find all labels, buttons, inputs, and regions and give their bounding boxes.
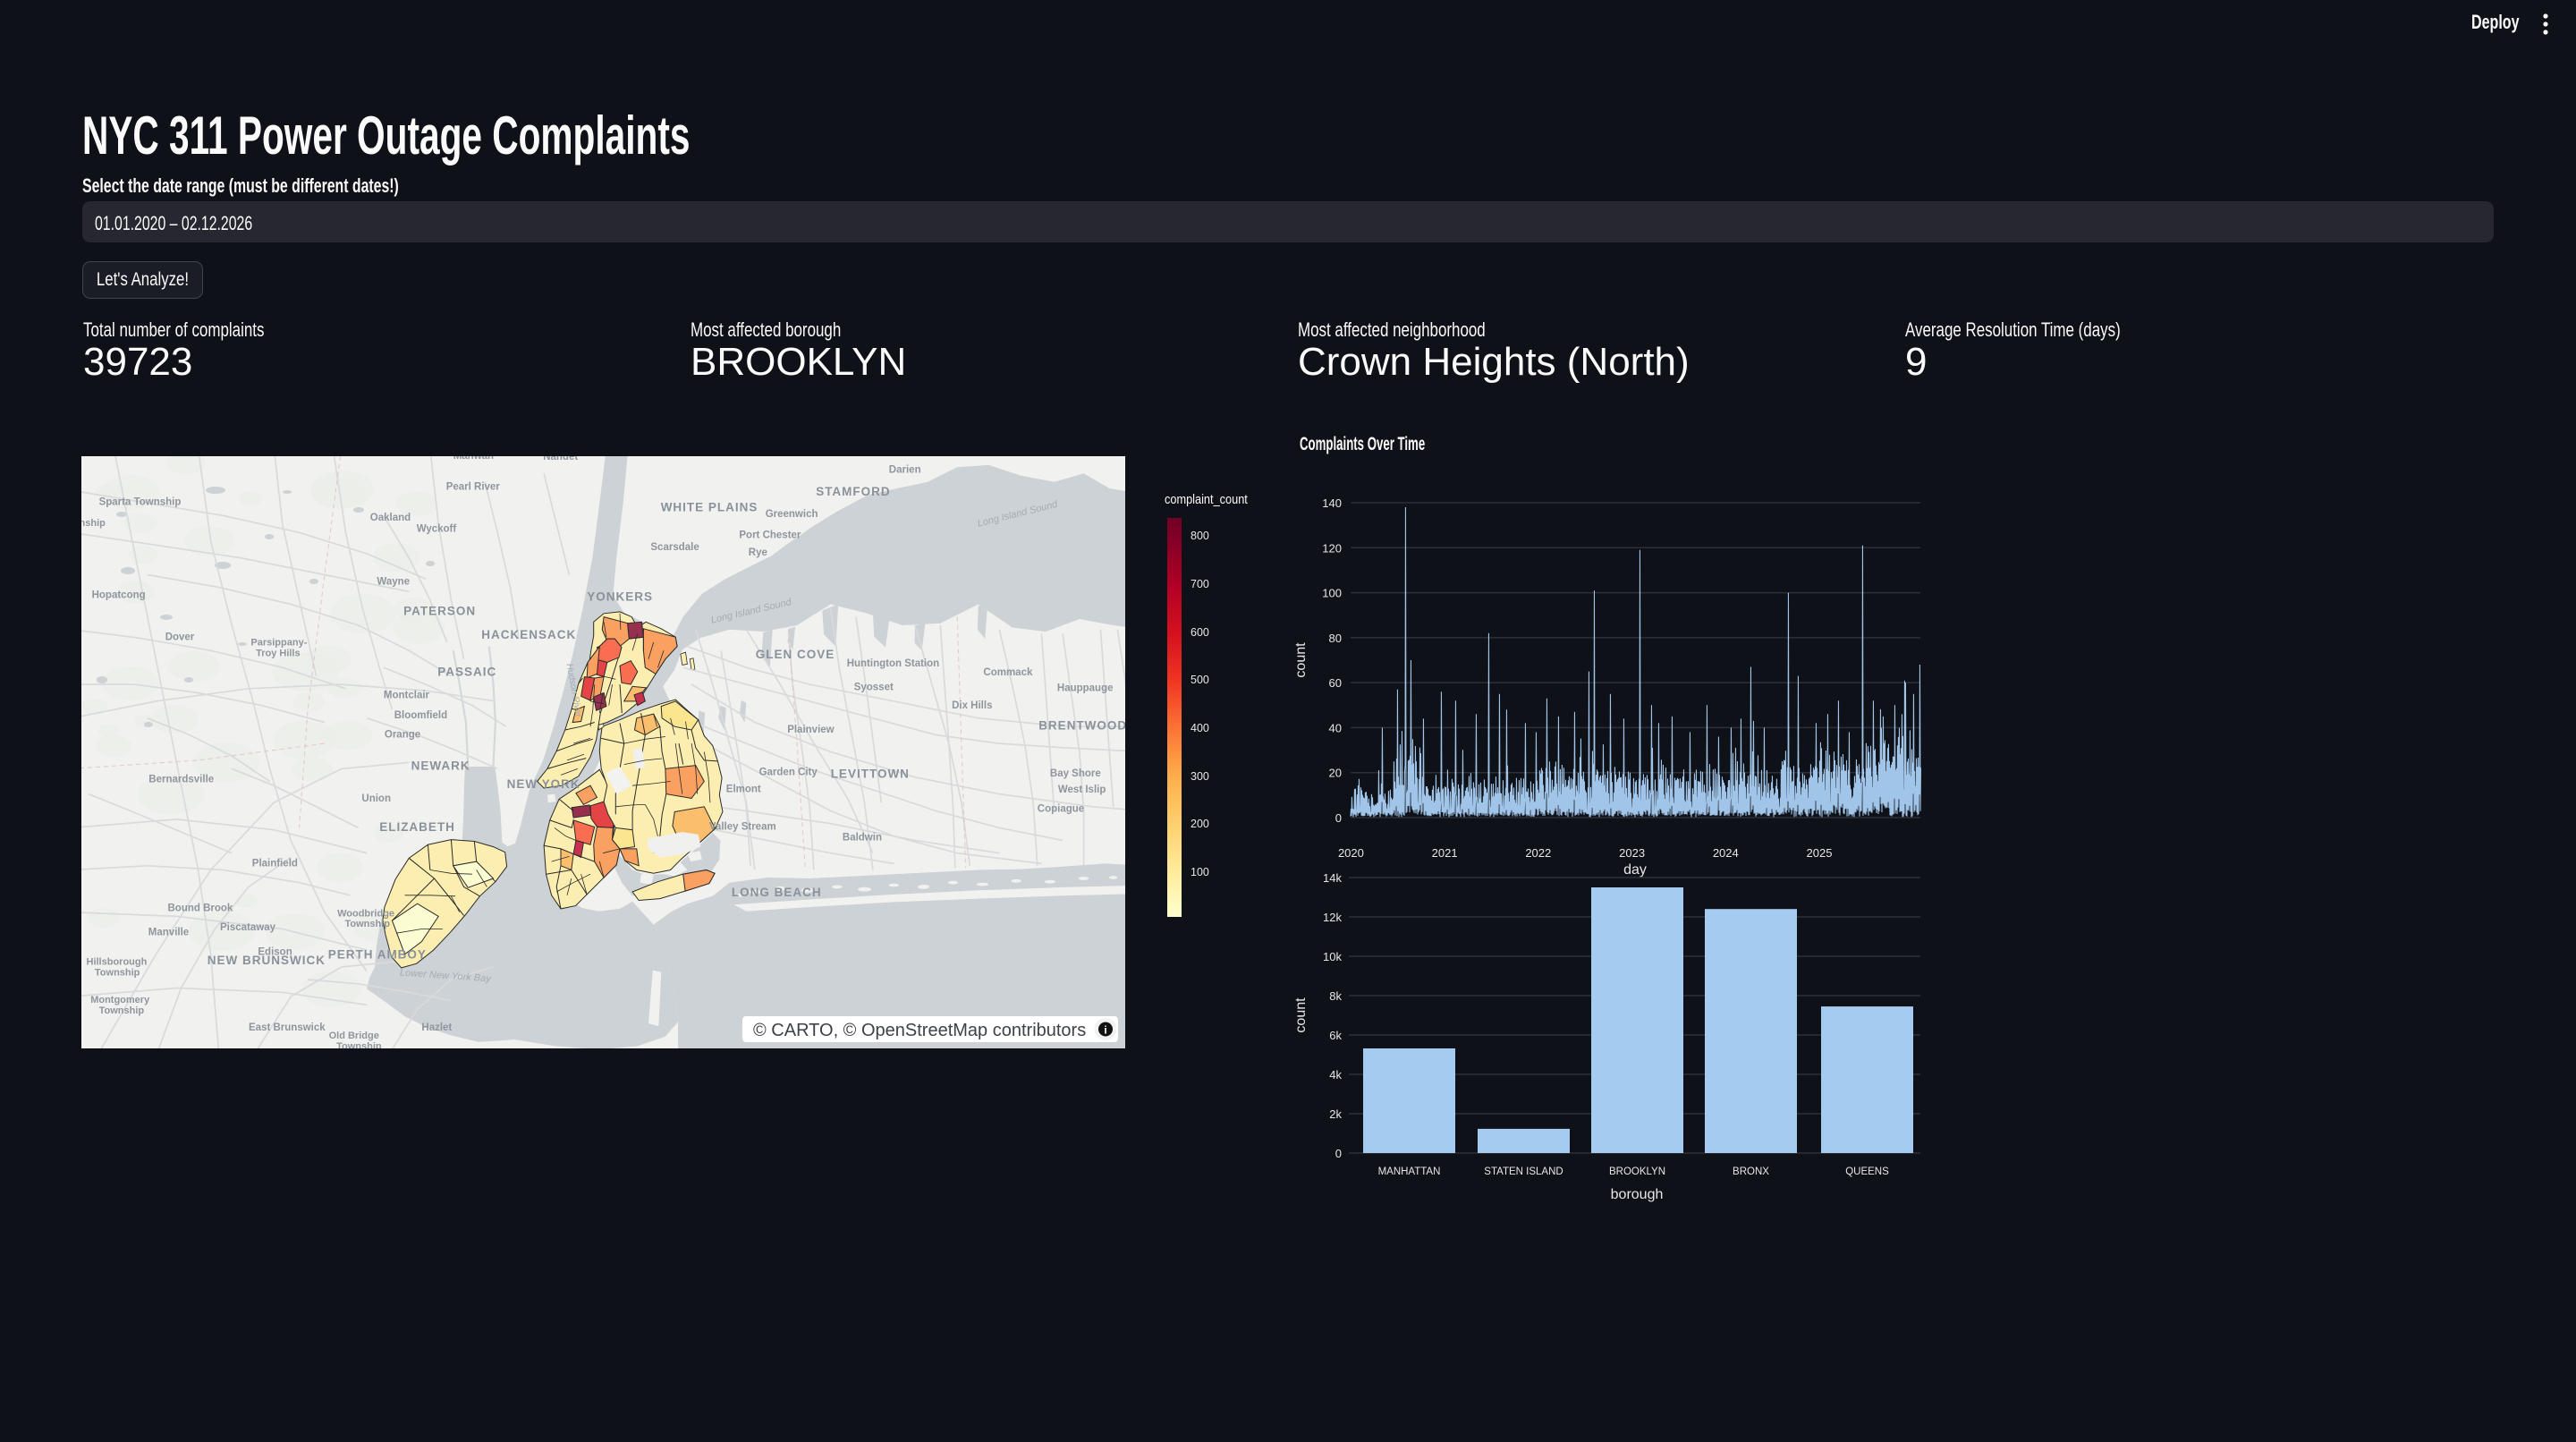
svg-text:Syosset: Syosset bbox=[854, 683, 894, 693]
svg-text:HACKENSACK: HACKENSACK bbox=[481, 628, 576, 641]
svg-text:i: i bbox=[1104, 1024, 1106, 1037]
svg-text:2025: 2025 bbox=[1807, 846, 1833, 860]
svg-text:Elmont: Elmont bbox=[726, 784, 761, 794]
svg-text:Township: Township bbox=[336, 1041, 382, 1048]
svg-text:Greenwich: Greenwich bbox=[766, 509, 818, 520]
svg-text:Bernardsville: Bernardsville bbox=[148, 774, 214, 785]
svg-text:2k: 2k bbox=[1329, 1107, 1342, 1121]
svg-text:count: count bbox=[1293, 642, 1309, 678]
svg-text:Sparta Township: Sparta Township bbox=[99, 497, 182, 508]
svg-text:Copiague: Copiague bbox=[1038, 804, 1084, 815]
svg-text:West Islip: West Islip bbox=[1058, 785, 1106, 795]
svg-text:Hazlet: Hazlet bbox=[421, 1022, 452, 1033]
svg-text:LEVITTOWN: LEVITTOWN bbox=[831, 768, 910, 781]
svg-text:Montclair: Montclair bbox=[384, 691, 430, 701]
svg-text:MANHATTAN: MANHATTAN bbox=[1378, 1166, 1441, 1177]
svg-text:PASSAIC: PASSAIC bbox=[437, 666, 496, 679]
svg-text:20: 20 bbox=[1329, 767, 1342, 780]
svg-text:2022: 2022 bbox=[1525, 846, 1551, 860]
svg-text:Valley Stream: Valley Stream bbox=[709, 822, 776, 833]
svg-text:NEWARK: NEWARK bbox=[411, 759, 470, 772]
svg-text:Huntington Station: Huntington Station bbox=[847, 658, 939, 669]
svg-text:2024: 2024 bbox=[1713, 846, 1739, 860]
svg-text:Union: Union bbox=[361, 793, 391, 804]
svg-text:Garden City: Garden City bbox=[759, 767, 818, 777]
svg-text:0: 0 bbox=[1335, 811, 1342, 825]
svg-text:2023: 2023 bbox=[1619, 846, 1645, 860]
svg-text:Nanuet: Nanuet bbox=[543, 456, 578, 462]
svg-text:STATEN ISLAND: STATEN ISLAND bbox=[1484, 1166, 1563, 1177]
svg-text:Township: Township bbox=[345, 919, 391, 929]
svg-text:60: 60 bbox=[1329, 676, 1342, 690]
svg-text:BRONX: BRONX bbox=[1733, 1166, 1769, 1177]
svg-text:2021: 2021 bbox=[1432, 846, 1458, 860]
svg-text:Township: Township bbox=[95, 967, 140, 978]
svg-text:LONG BEACH: LONG BEACH bbox=[732, 886, 822, 899]
svg-text:Rye: Rye bbox=[749, 547, 767, 558]
svg-text:Commack: Commack bbox=[983, 667, 1033, 678]
svg-text:Port Chester: Port Chester bbox=[739, 530, 801, 540]
svg-text:Edison: Edison bbox=[258, 946, 292, 957]
svg-text:Pearl River: Pearl River bbox=[446, 482, 501, 493]
svg-text:Hauppauge: Hauppauge bbox=[1057, 683, 1114, 694]
svg-text:Orange: Orange bbox=[385, 730, 420, 741]
svg-text:80: 80 bbox=[1329, 632, 1342, 645]
svg-text:12k: 12k bbox=[1323, 911, 1342, 924]
svg-text:Piscataway: Piscataway bbox=[220, 922, 276, 933]
svg-text:Mahwah: Mahwah bbox=[453, 456, 494, 462]
svg-text:Dix Hills: Dix Hills bbox=[952, 700, 992, 711]
svg-text:0: 0 bbox=[1335, 1147, 1342, 1160]
svg-text:Manville: Manville bbox=[148, 928, 189, 938]
svg-text:STAMFORD: STAMFORD bbox=[816, 485, 891, 498]
svg-text:QUEENS: QUEENS bbox=[1845, 1166, 1889, 1177]
svg-text:Troy Hills: Troy Hills bbox=[256, 649, 301, 659]
svg-text:4k: 4k bbox=[1329, 1068, 1342, 1082]
svg-text:Wayne: Wayne bbox=[377, 576, 410, 587]
svg-text:GLEN COVE: GLEN COVE bbox=[756, 648, 835, 661]
svg-text:Montgomery: Montgomery bbox=[90, 995, 150, 1005]
svg-text:Woodbridge: Woodbridge bbox=[337, 908, 394, 919]
svg-text:PERTH AMBOY: PERTH AMBOY bbox=[328, 948, 427, 962]
svg-text:wnship: wnship bbox=[81, 518, 106, 529]
svg-text:Hopatcong: Hopatcong bbox=[92, 590, 146, 600]
svg-text:6k: 6k bbox=[1329, 1029, 1342, 1042]
svg-text:140: 140 bbox=[1322, 496, 1342, 510]
svg-text:Parsippany-: Parsippany- bbox=[250, 638, 307, 649]
svg-text:120: 120 bbox=[1322, 541, 1342, 555]
svg-text:40: 40 bbox=[1329, 721, 1342, 734]
svg-text:count: count bbox=[1293, 997, 1309, 1033]
svg-text:Baldwin: Baldwin bbox=[843, 833, 882, 844]
svg-text:Bay Shore: Bay Shore bbox=[1050, 768, 1101, 779]
svg-text:14k: 14k bbox=[1323, 871, 1342, 885]
svg-text:NEW YORK: NEW YORK bbox=[507, 777, 580, 791]
svg-text:ELIZABETH: ELIZABETH bbox=[379, 820, 455, 834]
svg-text:BROOKLYN: BROOKLYN bbox=[1609, 1166, 1665, 1177]
svg-text:NEW BRUNSWICK: NEW BRUNSWICK bbox=[208, 954, 326, 967]
svg-text:Dover: Dover bbox=[165, 632, 195, 643]
svg-text:BRENTWOOD: BRENTWOOD bbox=[1038, 719, 1125, 733]
svg-text:WHITE PLAINS: WHITE PLAINS bbox=[661, 501, 758, 514]
svg-text:Darien: Darien bbox=[889, 464, 921, 475]
svg-text:Old Bridge: Old Bridge bbox=[329, 1031, 379, 1041]
svg-text:YONKERS: YONKERS bbox=[587, 590, 653, 604]
svg-text:2020: 2020 bbox=[1338, 846, 1364, 860]
svg-text:day: day bbox=[1623, 862, 1647, 878]
svg-text:Wyckoff: Wyckoff bbox=[417, 523, 457, 534]
svg-text:East Brunswick: East Brunswick bbox=[249, 1022, 326, 1033]
svg-text:Oakland: Oakland bbox=[370, 513, 411, 523]
svg-text:8k: 8k bbox=[1329, 989, 1342, 1003]
svg-text:Hillsborough: Hillsborough bbox=[87, 957, 148, 968]
svg-text:100: 100 bbox=[1322, 587, 1342, 600]
svg-text:Plainfield: Plainfield bbox=[252, 859, 298, 869]
svg-text:Scarsdale: Scarsdale bbox=[650, 542, 699, 553]
svg-text:Township: Township bbox=[99, 1005, 145, 1016]
svg-text:PATERSON: PATERSON bbox=[403, 604, 476, 617]
svg-text:© CARTO, © OpenStreetMap contr: © CARTO, © OpenStreetMap contributors bbox=[753, 1021, 1086, 1040]
svg-text:Bound Brook: Bound Brook bbox=[168, 903, 233, 914]
svg-text:borough: borough bbox=[1611, 1187, 1664, 1202]
svg-text:10k: 10k bbox=[1323, 950, 1342, 963]
svg-text:Plainview: Plainview bbox=[787, 725, 834, 735]
svg-text:Bloomfield: Bloomfield bbox=[394, 710, 447, 721]
